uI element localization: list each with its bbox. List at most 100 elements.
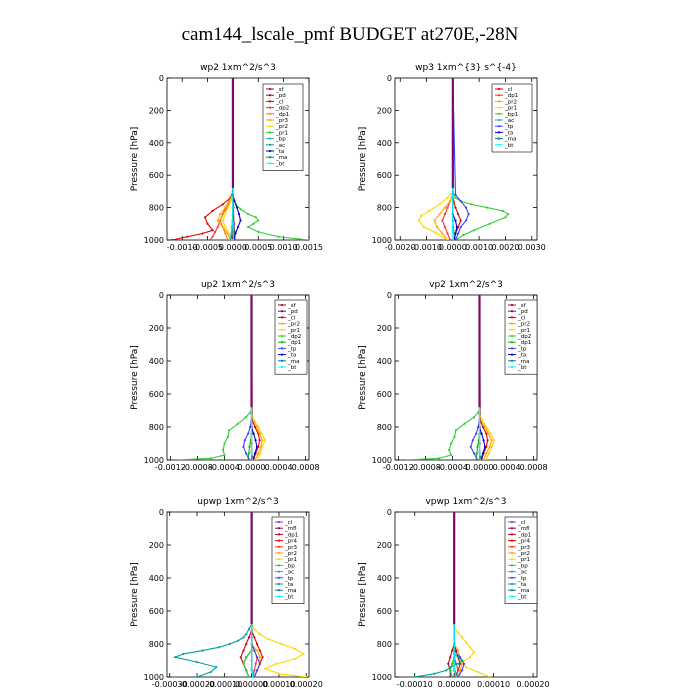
y-tick-label: 1000 bbox=[144, 236, 164, 245]
data-point bbox=[506, 212, 510, 216]
legend-marker bbox=[277, 527, 281, 530]
data-point bbox=[245, 452, 248, 455]
data-point bbox=[255, 458, 259, 460]
legend-label: _pr3 bbox=[275, 118, 289, 124]
y-tick-label: 1000 bbox=[372, 236, 392, 245]
y-tick-label: 800 bbox=[377, 640, 392, 649]
plot-frame bbox=[166, 294, 310, 461]
data-point bbox=[455, 675, 458, 677]
data-point bbox=[221, 219, 224, 222]
data-point bbox=[245, 656, 248, 659]
data-point bbox=[242, 445, 245, 448]
legend-marker bbox=[510, 365, 514, 369]
data-point bbox=[488, 445, 491, 448]
legend-marker bbox=[510, 539, 514, 542]
data-point bbox=[221, 212, 224, 216]
data-point bbox=[454, 196, 457, 199]
legend-marker bbox=[510, 520, 514, 524]
x-tick-label: 0.0004 bbox=[493, 463, 521, 472]
data-point bbox=[454, 219, 457, 222]
legend-marker bbox=[280, 334, 284, 338]
legend-label: _ma bbox=[275, 155, 287, 161]
y-tick-label: 0 bbox=[387, 291, 392, 300]
legend-marker bbox=[280, 310, 284, 313]
legend-label: _dp1 bbox=[517, 532, 531, 538]
series-line-tp bbox=[470, 295, 481, 460]
legend-label: _ma bbox=[284, 588, 296, 594]
series-line-ta bbox=[173, 512, 253, 677]
data-point bbox=[464, 206, 468, 209]
data-point bbox=[459, 200, 462, 203]
legend-label: _ta bbox=[284, 582, 293, 588]
data-point bbox=[247, 636, 251, 639]
data-point bbox=[422, 225, 426, 229]
data-point bbox=[206, 222, 209, 225]
data-point bbox=[247, 675, 251, 677]
legend-marker bbox=[280, 322, 284, 325]
data-point bbox=[451, 662, 454, 665]
data-point bbox=[211, 235, 214, 238]
panel-title: vpwp 1xm^2/s^3 bbox=[425, 497, 506, 507]
legend-marker bbox=[510, 359, 514, 362]
series-line-pr2 bbox=[250, 295, 263, 460]
data-point bbox=[256, 669, 259, 672]
series-line-tp bbox=[452, 78, 470, 240]
data-point bbox=[239, 656, 242, 659]
legend-label: _bt bbox=[517, 594, 527, 600]
data-point bbox=[247, 628, 251, 631]
data-point bbox=[236, 422, 240, 425]
data-point bbox=[259, 452, 262, 455]
series-line-pr2 bbox=[222, 78, 234, 240]
data-point bbox=[253, 669, 256, 672]
legend-label: _ta bbox=[287, 353, 296, 359]
legend-marker bbox=[510, 322, 514, 325]
data-point bbox=[417, 219, 420, 222]
data-point bbox=[253, 649, 256, 652]
data-point bbox=[478, 450, 481, 453]
series-line-pr1 bbox=[418, 78, 454, 240]
series-line-dp2 bbox=[209, 78, 234, 240]
data-point bbox=[242, 662, 245, 665]
x-tick-label: 0.0005 bbox=[244, 243, 272, 252]
x-tick-label: 0.00020 bbox=[517, 680, 550, 689]
data-point bbox=[420, 214, 423, 217]
data-point bbox=[489, 432, 492, 435]
data-point bbox=[247, 432, 250, 435]
y-tick-label: 400 bbox=[377, 357, 392, 366]
data-point bbox=[247, 452, 250, 455]
x-tick-label: 0.0008 bbox=[292, 463, 320, 472]
data-point bbox=[488, 675, 491, 677]
legend-label: _bt bbox=[517, 365, 527, 371]
legend-label: _tp bbox=[517, 576, 527, 582]
data-point bbox=[217, 646, 220, 649]
series-line-dp2 bbox=[405, 295, 481, 460]
legend-label: _ta bbox=[275, 149, 284, 155]
x-tick-label: 0.0004 bbox=[265, 463, 293, 472]
data-point bbox=[247, 225, 250, 229]
legend-label: _ac bbox=[517, 570, 527, 576]
data-point bbox=[230, 232, 233, 235]
data-point bbox=[258, 649, 261, 652]
legend-label: _cl bbox=[284, 520, 293, 526]
legend-marker bbox=[510, 558, 514, 561]
data-point bbox=[457, 656, 460, 659]
y-axis-label: Pressure [hPa] bbox=[358, 345, 368, 410]
data-point bbox=[449, 656, 452, 659]
data-point bbox=[247, 212, 250, 216]
series-group bbox=[413, 512, 491, 677]
data-point bbox=[251, 675, 255, 677]
data-point bbox=[195, 675, 199, 677]
legend-box bbox=[504, 516, 538, 604]
series-line-dp2 bbox=[177, 295, 253, 460]
legend-label: _pr4 bbox=[517, 539, 531, 545]
chart-panel-4: vp2 1xm^2/s^302004006008001000-0.0012-0.… bbox=[358, 280, 548, 472]
data-point bbox=[487, 452, 491, 455]
data-point bbox=[226, 435, 229, 438]
legend-marker bbox=[510, 316, 514, 319]
x-tick-label: -0.0012 bbox=[155, 463, 186, 472]
data-point bbox=[464, 666, 468, 669]
data-point bbox=[224, 232, 227, 235]
legend-marker bbox=[497, 112, 501, 115]
x-tick-label: 0.0010 bbox=[465, 243, 493, 252]
data-point bbox=[232, 238, 235, 240]
